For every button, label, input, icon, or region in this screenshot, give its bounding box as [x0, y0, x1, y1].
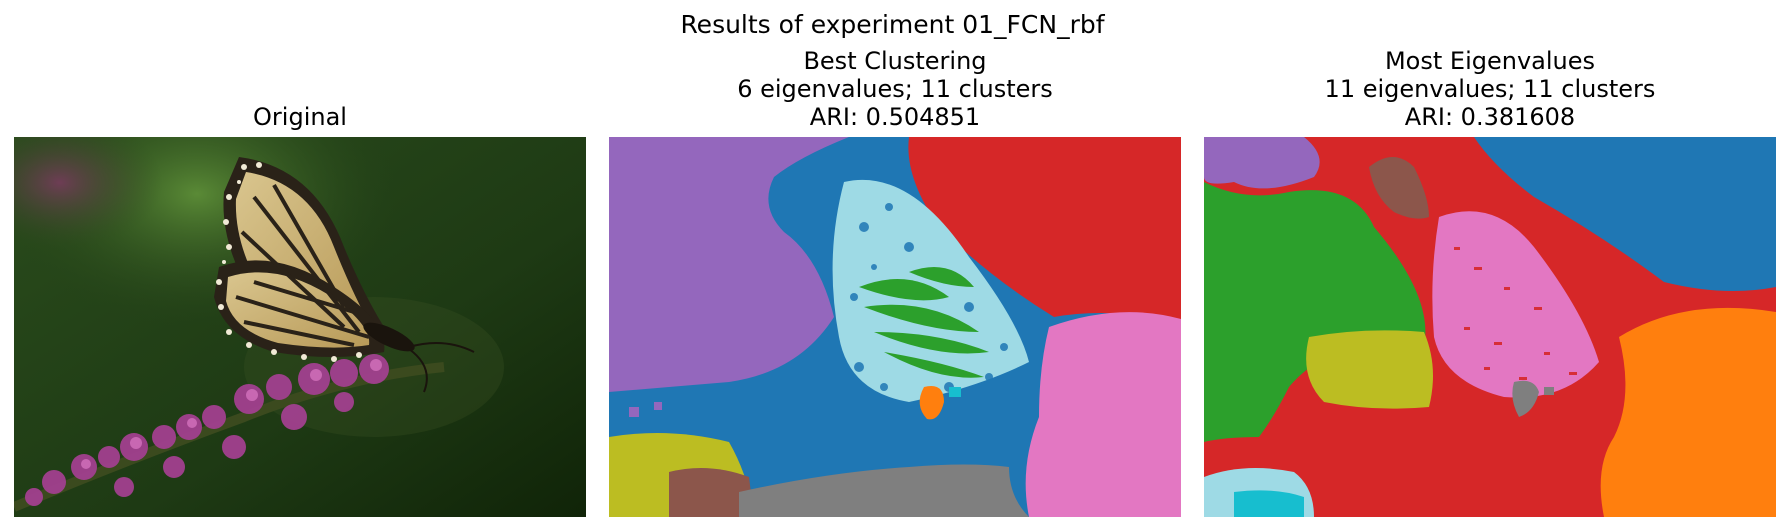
panel-best-title: Best Clustering: [803, 47, 987, 75]
most-eigenvalues-panel: [1204, 137, 1776, 517]
panel-most-title: Most Eigenvalues: [1384, 47, 1596, 75]
best-clustering-panel: [609, 137, 1181, 517]
panel-best-subtitle-2: ARI: 0.504851: [809, 103, 981, 131]
original-image-panel: [14, 137, 586, 517]
panel-title-best: Best Clustering 6 eigenvalues; 11 cluste…: [609, 47, 1181, 131]
panel-title-most: Most Eigenvalues 11 eigenvalues; 11 clus…: [1204, 47, 1776, 131]
figure-title: Results of experiment 01_FCN_rbf: [680, 10, 1105, 39]
panel-best-subtitle-1: 6 eigenvalues; 11 clusters: [737, 75, 1053, 103]
most-eigenvalues-image: [1204, 137, 1776, 517]
original-image: [14, 137, 586, 517]
panel-original-title: Original: [253, 103, 347, 131]
best-clustering-image: [609, 137, 1181, 517]
panel-most-subtitle-2: ARI: 0.381608: [1404, 103, 1576, 131]
panel-title-original: Original: [14, 103, 586, 131]
panel-most-subtitle-1: 11 eigenvalues; 11 clusters: [1324, 75, 1656, 103]
